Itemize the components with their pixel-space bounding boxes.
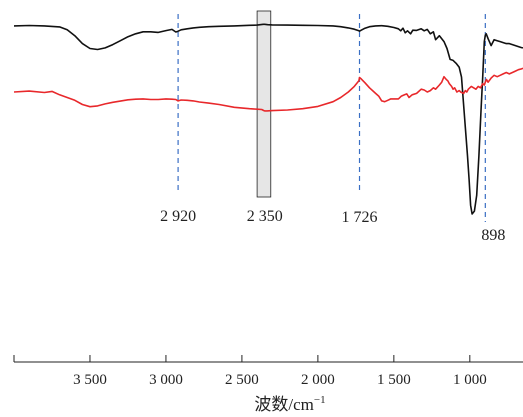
x-tick-label-1000: 1 000 xyxy=(453,372,487,388)
peak-label-2920: 2 920 xyxy=(160,208,196,225)
spectrum-lines xyxy=(13,23,523,215)
x-axis: 3 500 3 000 2 500 2 000 1 500 1 000 xyxy=(13,355,523,388)
x-tick-label-3500: 3 500 xyxy=(73,372,107,388)
series-line-red xyxy=(13,67,523,112)
x-tick-label-2000: 2 000 xyxy=(301,372,335,388)
peak-label-1726: 1 726 xyxy=(342,209,378,226)
x-tick-label-3000: 3 000 xyxy=(149,372,183,388)
highlight-band-layer xyxy=(256,10,272,198)
x-axis-title-superscript: −1 xyxy=(314,394,326,406)
x-axis-title: 波数/cm−1 xyxy=(254,394,325,414)
x-axis-title-text: 波数/cm xyxy=(254,395,314,414)
peak-labels: 2 920 2 350 1 726 898 xyxy=(160,208,505,244)
peak-label-898: 898 xyxy=(481,227,505,244)
peak-label-2350: 2 350 xyxy=(247,208,283,225)
x-tick-label-1500: 1 500 xyxy=(377,372,411,388)
peak-guide-lines xyxy=(177,14,486,222)
series-line-black xyxy=(13,23,523,215)
x-tick-label-2500: 2 500 xyxy=(225,372,259,388)
highlight-band-2350 xyxy=(256,10,272,198)
